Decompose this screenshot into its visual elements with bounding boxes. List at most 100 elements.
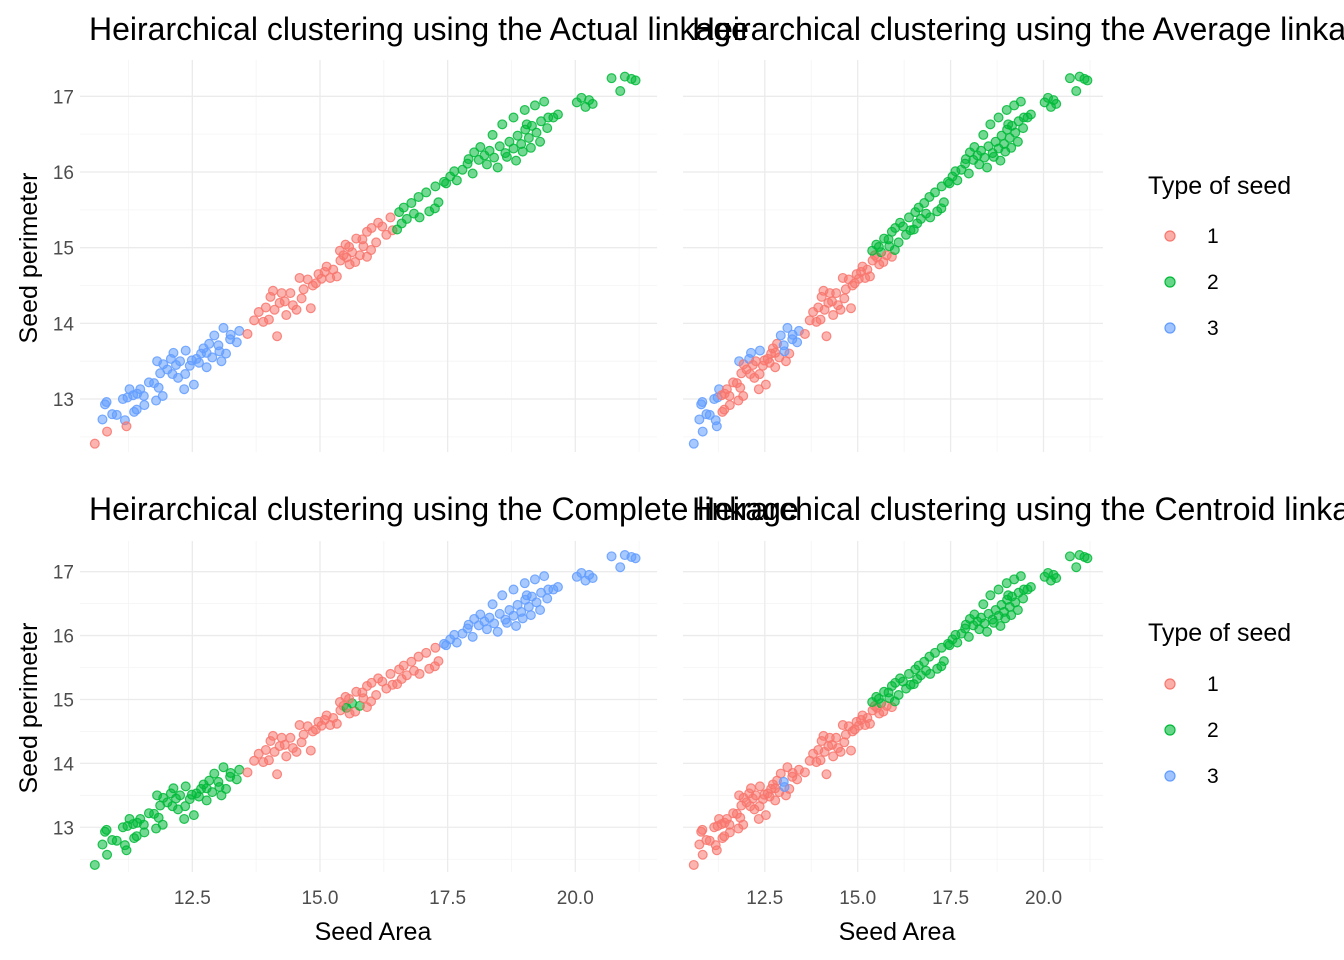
data-point: [944, 640, 955, 651]
data-point: [421, 187, 432, 198]
data-point: [831, 732, 842, 743]
data-point: [214, 346, 225, 357]
data-point: [1015, 571, 1026, 582]
data-point: [188, 379, 199, 390]
data-point: [385, 212, 396, 223]
data-point: [180, 345, 191, 356]
data-point: [529, 574, 540, 585]
data-point: [508, 112, 519, 123]
data-point: [775, 330, 786, 341]
y-tick-label: 13: [53, 390, 74, 411]
panel-1-points: [89, 71, 641, 449]
data-point: [711, 845, 722, 856]
data-point: [111, 409, 122, 420]
data-point: [960, 619, 971, 630]
data-point: [168, 347, 179, 358]
data-point: [978, 129, 989, 140]
data-point: [111, 835, 122, 846]
data-point: [433, 656, 444, 667]
data-point: [204, 338, 215, 349]
data-point: [305, 745, 316, 756]
data-point: [249, 315, 260, 326]
x-tick-label: 20.0: [557, 888, 594, 909]
data-point: [950, 166, 961, 177]
data-point: [385, 668, 396, 679]
data-point: [925, 212, 936, 223]
panel-2-points: [688, 71, 1093, 449]
data-point: [1006, 142, 1017, 153]
data-point: [449, 166, 460, 177]
data-point: [508, 610, 519, 621]
panel-3-points: [89, 550, 641, 870]
data-point: [839, 293, 850, 304]
data-point: [377, 676, 388, 687]
data-point: [978, 599, 989, 610]
x-tick-label: 15.0: [301, 888, 338, 909]
data-point: [463, 154, 474, 165]
data-point: [1051, 98, 1062, 109]
data-point: [294, 272, 305, 283]
data-point: [492, 162, 503, 173]
data-point: [697, 426, 708, 437]
data-point: [344, 241, 355, 252]
data-point: [787, 771, 798, 782]
data-point: [451, 175, 462, 186]
data-point: [481, 624, 492, 635]
data-point: [519, 578, 530, 589]
data-point: [630, 75, 641, 86]
data-point: [201, 362, 212, 373]
data-point: [733, 395, 744, 406]
data-point: [151, 395, 162, 406]
data-point: [542, 123, 553, 134]
data-point: [263, 314, 274, 325]
data-point: [760, 379, 771, 390]
data-point: [467, 168, 478, 179]
data-point: [542, 593, 553, 604]
data-point: [1006, 610, 1017, 621]
data-point: [938, 656, 949, 667]
legend-top-label-1: 1: [1207, 225, 1219, 248]
data-point: [1082, 553, 1093, 564]
panel-actual-linkage: 13 14 15 16 17 Heirarchical clustering using…: [15, 11, 749, 452]
data-point: [201, 783, 212, 794]
data-point: [413, 651, 424, 662]
data-point: [697, 397, 708, 408]
data-point: [285, 732, 296, 743]
data-point: [214, 782, 225, 793]
data-point: [835, 304, 846, 315]
panel-3-x-axis-title: Seed Area: [315, 918, 432, 946]
data-point: [587, 573, 598, 584]
data-point: [694, 839, 705, 850]
data-point: [525, 142, 536, 153]
data-point: [615, 86, 626, 97]
data-point: [242, 328, 253, 339]
data-point: [463, 619, 474, 630]
data-point: [487, 129, 498, 140]
panel-4-x-ticks: 12.5 15.0 17.5 20.0: [746, 888, 1062, 909]
x-tick-label: 12.5: [174, 888, 211, 909]
data-point: [253, 307, 264, 318]
data-point: [1018, 593, 1029, 604]
data-point: [552, 109, 563, 120]
data-point: [218, 762, 229, 773]
data-point: [269, 304, 280, 315]
y-tick-label: 13: [53, 818, 74, 839]
data-point: [430, 181, 441, 192]
data-point: [1018, 112, 1029, 123]
data-point: [1015, 96, 1026, 107]
x-tick-label: 12.5: [746, 888, 783, 909]
data-point: [898, 676, 909, 687]
data-point: [969, 609, 980, 620]
data-point: [168, 783, 179, 794]
data-point: [938, 197, 949, 208]
data-point: [121, 421, 132, 432]
data-point: [828, 310, 839, 321]
data-point: [139, 827, 150, 838]
data-point: [102, 849, 113, 860]
panel-4-x-axis-title: Seed Area: [839, 918, 956, 946]
data-point: [535, 605, 546, 616]
data-point: [441, 640, 452, 651]
data-point: [831, 288, 842, 299]
data-point: [929, 187, 940, 198]
x-tick-label: 15.0: [839, 888, 876, 909]
